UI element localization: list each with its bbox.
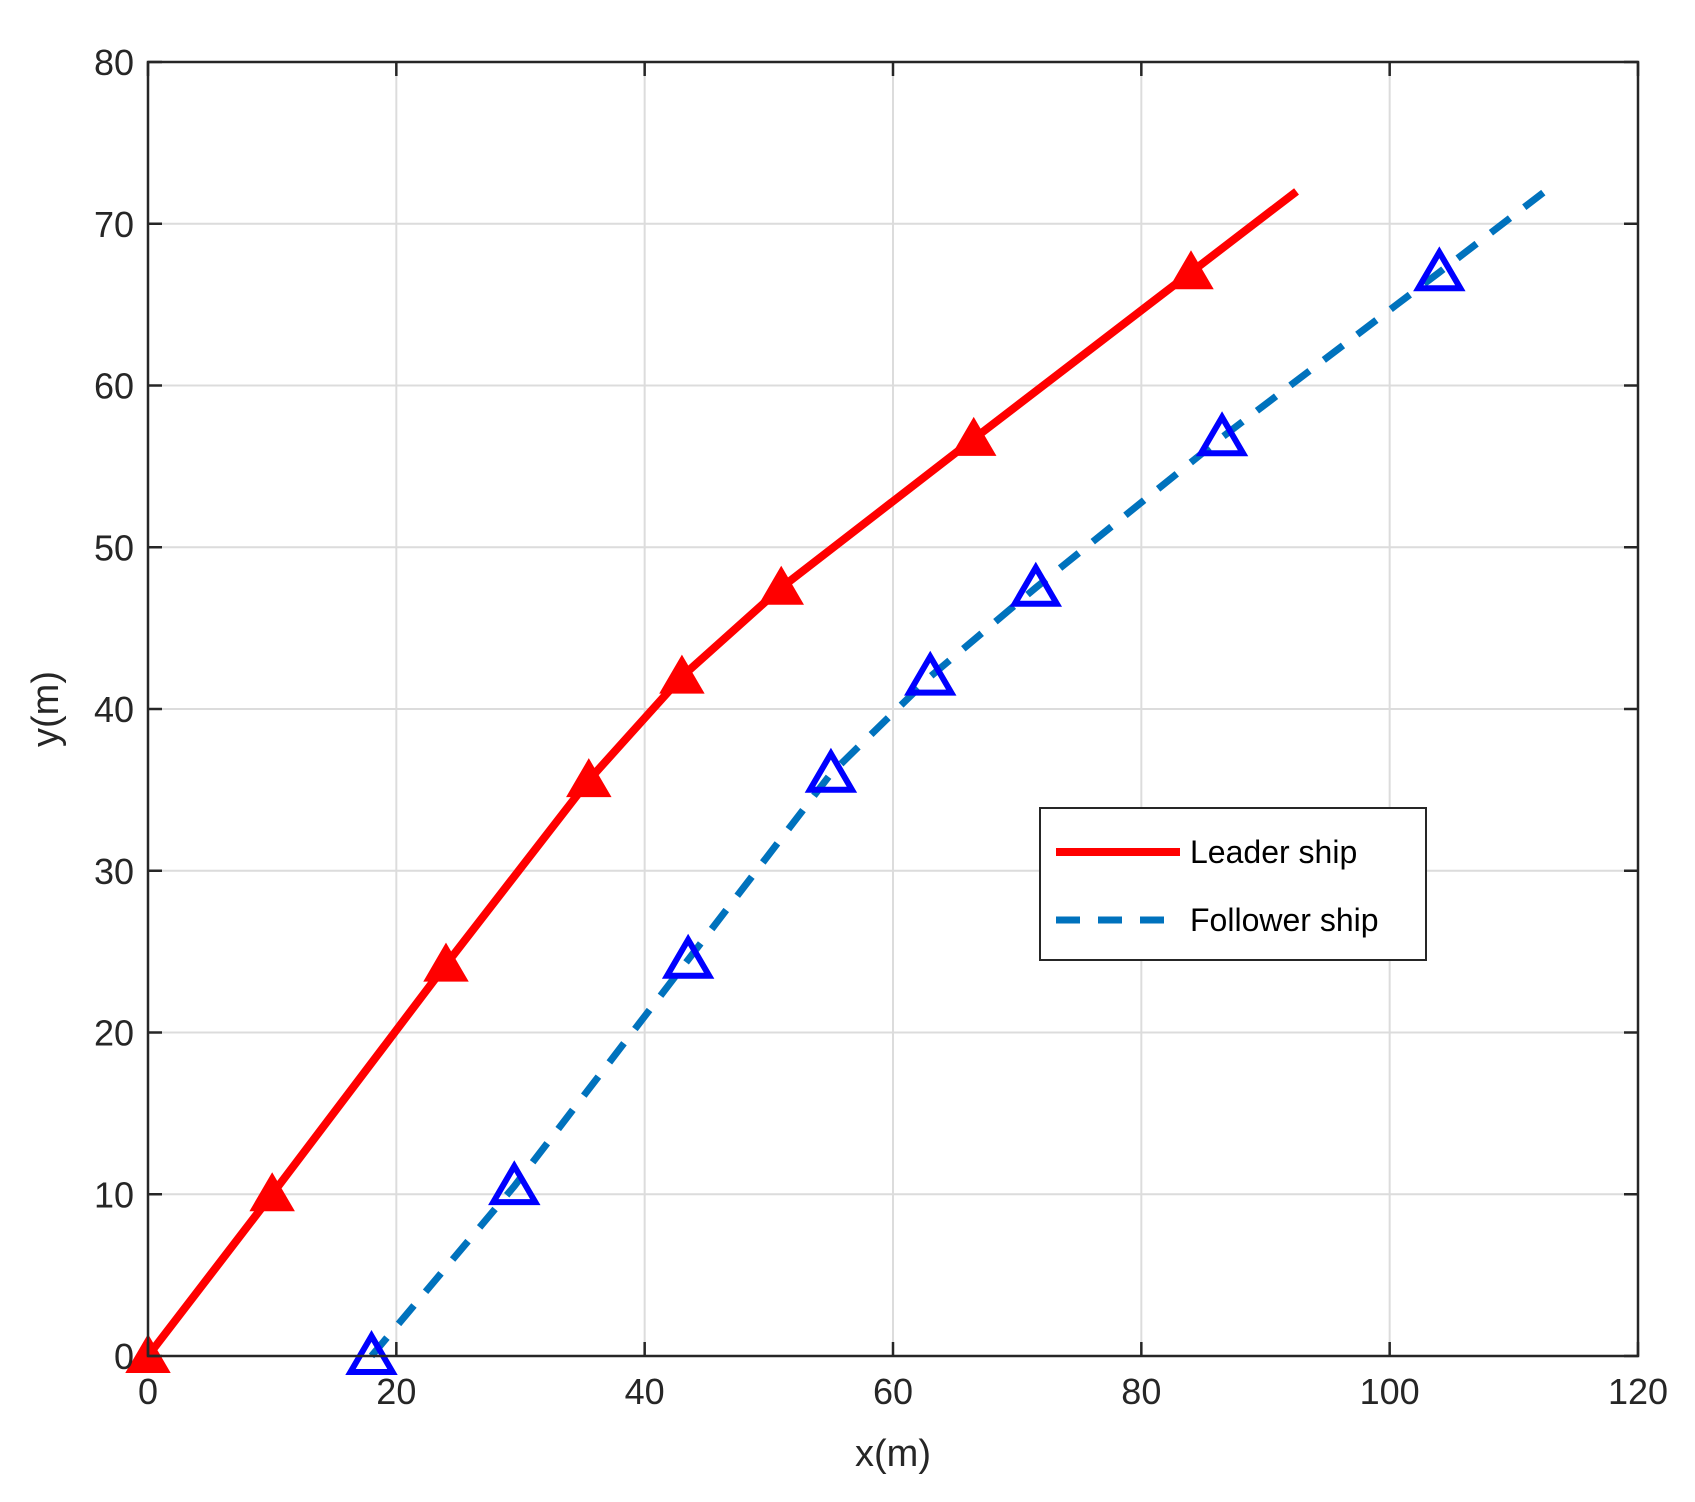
marker-follower-ship-1 (488, 1160, 541, 1206)
marker-leader-ship-4 (659, 654, 705, 694)
marker-follower-ship-2 (661, 933, 715, 979)
marker-leader-ship-6 (950, 416, 997, 456)
marker-leader-ship-2 (423, 942, 469, 982)
x-tick-label-100: 100 (1360, 1371, 1420, 1412)
tick-labels: 0 20 40 60 80 100 120 0 10 20 30 40 50 60 70 80 (94, 42, 1668, 1412)
y-tick-label-0: 0 (114, 1336, 134, 1377)
marker-follower-ship-5 (1009, 561, 1063, 607)
x-tick-label-120: 120 (1608, 1371, 1668, 1412)
x-axis-label: x(m) (855, 1433, 931, 1475)
legend-box (1039, 807, 1427, 961)
series-leader-ship (125, 188, 1299, 1373)
series-line-follower-ship (368, 188, 1548, 1359)
marker-leader-ship-5 (758, 565, 804, 605)
y-axis-label: y(m) (25, 671, 67, 747)
y-tick-label-70: 70 (94, 204, 134, 245)
y-tick-label-60: 60 (94, 366, 134, 407)
axes (146, 60, 1640, 1358)
y-tick-label-50: 50 (94, 527, 134, 568)
legend-entry-leader-ship: Leader ship (1190, 834, 1357, 870)
marker-leader-ship-7 (1168, 250, 1214, 290)
series-follower-ship (345, 188, 1548, 1375)
y-tick-label-10: 10 (94, 1174, 134, 1215)
marker-follower-ship-4 (904, 650, 957, 696)
marker-leader-ship-3 (566, 758, 612, 798)
marker-follower-ship-6 (1195, 411, 1249, 457)
legend: Leader ship Follower ship (1039, 807, 1427, 961)
x-tick-label-20: 20 (376, 1371, 416, 1412)
y-tick-label-30: 30 (94, 851, 134, 892)
legend-entry-follower-ship: Follower ship (1190, 902, 1379, 938)
marker-follower-ship-3 (804, 747, 858, 793)
x-tick-label-80: 80 (1121, 1371, 1161, 1412)
marker-follower-ship-7 (1413, 246, 1466, 292)
series-layer (125, 188, 1548, 1375)
y-tick-label-20: 20 (94, 1013, 134, 1054)
marker-follower-ship-0 (345, 1330, 398, 1375)
x-tick-label-40: 40 (625, 1371, 665, 1412)
y-tick-label-40: 40 (94, 689, 134, 730)
x-tick-label-60: 60 (873, 1371, 913, 1412)
y-tick-label-80: 80 (94, 42, 134, 83)
marker-leader-ship-1 (249, 1172, 295, 1212)
x-tick-label-0: 0 (138, 1371, 158, 1412)
